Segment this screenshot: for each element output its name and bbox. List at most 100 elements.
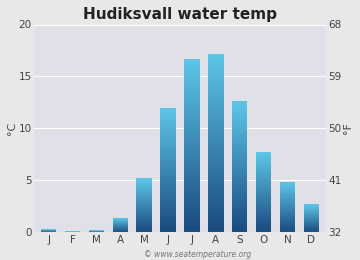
Bar (232, 130, 247, 132)
Bar (208, 86, 224, 89)
Bar (303, 218, 319, 219)
Bar (160, 180, 176, 183)
Bar (184, 189, 200, 192)
Bar (160, 137, 176, 139)
Bar (232, 136, 247, 139)
Bar (136, 188, 152, 189)
Bar (256, 162, 271, 163)
Bar (303, 209, 319, 210)
Bar (256, 190, 271, 191)
Bar (184, 62, 200, 64)
Bar (256, 223, 271, 224)
Bar (184, 206, 200, 209)
Bar (280, 193, 295, 194)
Bar (280, 200, 295, 201)
Bar (280, 187, 295, 188)
Bar (208, 107, 224, 110)
Bar (280, 230, 295, 231)
Bar (184, 134, 200, 137)
Bar (208, 152, 224, 155)
Bar (160, 151, 176, 153)
Bar (136, 185, 152, 186)
Bar (280, 188, 295, 189)
Bar (160, 174, 176, 176)
Bar (280, 222, 295, 223)
Bar (256, 174, 271, 175)
Bar (208, 122, 224, 125)
Bar (208, 188, 224, 191)
Bar (208, 80, 224, 83)
Bar (136, 201, 152, 202)
Bar (256, 202, 271, 203)
Bar (303, 228, 319, 229)
Bar (160, 133, 176, 135)
Bar (232, 211, 247, 213)
Bar (160, 226, 176, 228)
Bar (280, 210, 295, 211)
Bar (232, 167, 247, 169)
Bar (232, 108, 247, 110)
Bar (184, 82, 200, 85)
Bar (280, 204, 295, 205)
Bar (184, 151, 200, 154)
Bar (184, 180, 200, 183)
Bar (208, 143, 224, 146)
Bar (208, 158, 224, 161)
Bar (136, 231, 152, 232)
Bar (256, 200, 271, 202)
Bar (232, 215, 247, 217)
Bar (256, 158, 271, 159)
Bar (160, 189, 176, 191)
Bar (160, 203, 176, 205)
Bar (184, 59, 200, 62)
Bar (256, 154, 271, 155)
Bar (208, 83, 224, 86)
Bar (256, 152, 271, 154)
Bar (208, 89, 224, 92)
Bar (160, 197, 176, 199)
Bar (280, 215, 295, 216)
Bar (232, 178, 247, 180)
Bar (232, 230, 247, 232)
Bar (184, 230, 200, 232)
Bar (208, 74, 224, 77)
Bar (256, 194, 271, 195)
Bar (136, 187, 152, 188)
Bar (256, 197, 271, 198)
Bar (136, 196, 152, 197)
Bar (303, 208, 319, 209)
Bar (208, 66, 224, 69)
Bar (184, 209, 200, 212)
Bar (160, 214, 176, 216)
Bar (303, 214, 319, 215)
Bar (232, 110, 247, 112)
Bar (160, 224, 176, 226)
Bar (184, 175, 200, 178)
Bar (232, 204, 247, 206)
Bar (136, 211, 152, 212)
Bar (232, 217, 247, 219)
Bar (136, 178, 152, 179)
Bar (280, 212, 295, 213)
Bar (232, 224, 247, 226)
Bar (160, 120, 176, 122)
Bar (256, 180, 271, 182)
Bar (232, 162, 247, 165)
Bar (184, 227, 200, 230)
Bar (136, 215, 152, 216)
Bar (208, 116, 224, 119)
Bar (208, 57, 224, 60)
Text: © www.seatemperature.org: © www.seatemperature.org (144, 250, 252, 259)
Bar (232, 123, 247, 126)
Bar (208, 54, 224, 57)
Bar (303, 225, 319, 226)
Bar (208, 161, 224, 164)
Bar (160, 183, 176, 185)
Bar (303, 212, 319, 213)
Bar (256, 192, 271, 194)
Bar (232, 169, 247, 171)
Bar (232, 121, 247, 123)
Bar (208, 164, 224, 167)
Bar (136, 218, 152, 219)
Bar (232, 200, 247, 202)
